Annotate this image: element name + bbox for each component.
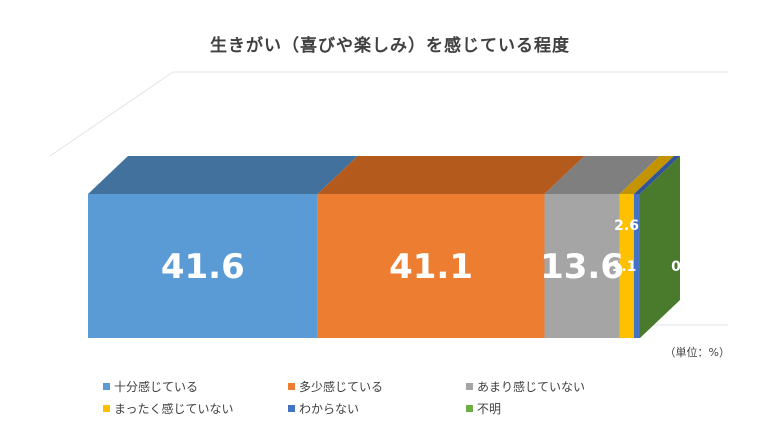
bar-top-4 [633, 156, 680, 194]
value-label-0: 41.6 [161, 247, 245, 287]
legend-label-5: 不明 [477, 402, 501, 416]
value-label-4: 1.1 [612, 259, 637, 275]
value-labels-group: 41.6 41.1 13.6 2.6 1.1 0 [161, 218, 681, 287]
legend-swatch-0 [103, 383, 110, 390]
floor-line-top [49, 71, 174, 157]
value-label-3: 2.6 [614, 218, 639, 234]
bar-segment-1 [317, 194, 545, 338]
bar-segment-4 [633, 194, 640, 338]
chart-title: 生きがい（喜びや楽しみ）を感じている程度 [210, 35, 570, 56]
legend-label-3: まったく感じていない [114, 401, 234, 416]
bar-segment-3 [619, 194, 634, 338]
legend-label-0: 十分感じている [114, 379, 198, 394]
bar-segment-0 [88, 194, 318, 338]
value-label-1: 41.1 [389, 247, 473, 287]
bar-top-3 [619, 156, 674, 194]
value-label-2: 13.6 [540, 247, 624, 287]
bars-group [88, 156, 680, 338]
legend-swatch-5 [466, 405, 473, 412]
legend-swatch-2 [466, 383, 473, 390]
legend-swatch-1 [288, 383, 295, 390]
legend-swatch-3 [103, 405, 110, 412]
bar-top-1 [317, 156, 585, 194]
value-label-5: 0 [671, 259, 681, 275]
unit-note: （単位：%） [665, 345, 730, 359]
legend-label-1: 多少感じている [299, 379, 383, 394]
legend-swatch-4 [288, 405, 295, 412]
bar-top-2 [544, 156, 660, 194]
legend-label-4: わからない [299, 402, 359, 416]
bar-segment-2 [544, 194, 620, 338]
bar-top-0 [88, 156, 358, 194]
bar-side-face [640, 156, 680, 338]
legend-label-2: あまり感じていない [477, 379, 585, 394]
